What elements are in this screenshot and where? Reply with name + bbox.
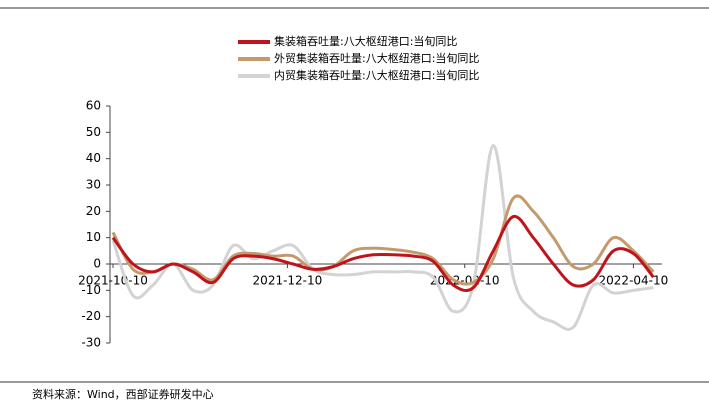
- y-tick-label: 50: [86, 125, 101, 139]
- x-tick-label: 2022-04-10: [599, 274, 669, 288]
- x-tick-label: 2021-10-10: [78, 274, 148, 288]
- legend-label: 外贸集装箱吞吐量:八大枢纽港口:当旬同比: [274, 51, 479, 65]
- series-line: [111, 215, 655, 293]
- y-tick-label: 10: [86, 230, 101, 244]
- legend-label: 集装箱吞吐量:八大枢纽港口:当旬同比: [274, 34, 457, 48]
- source: 资料来源：Wind，西部证券研发中心: [32, 387, 214, 401]
- y-tick-label: -20: [81, 309, 101, 323]
- y-tick-label: 20: [86, 204, 101, 218]
- y-tick-label: -30: [81, 336, 101, 350]
- y-tick-label: 0: [93, 257, 101, 271]
- series-line: [111, 143, 654, 331]
- y-tick-label: 30: [86, 178, 101, 192]
- y-tick-label: 60: [86, 99, 101, 113]
- series-line: [111, 194, 655, 286]
- x-tick-label: 2021-12-10: [253, 274, 323, 288]
- y-tick-label: -10: [81, 283, 101, 297]
- legend-label: 内贸集装箱吞吐量:八大枢纽港口:当旬同比: [274, 68, 479, 82]
- y-tick-label: 40: [86, 151, 101, 165]
